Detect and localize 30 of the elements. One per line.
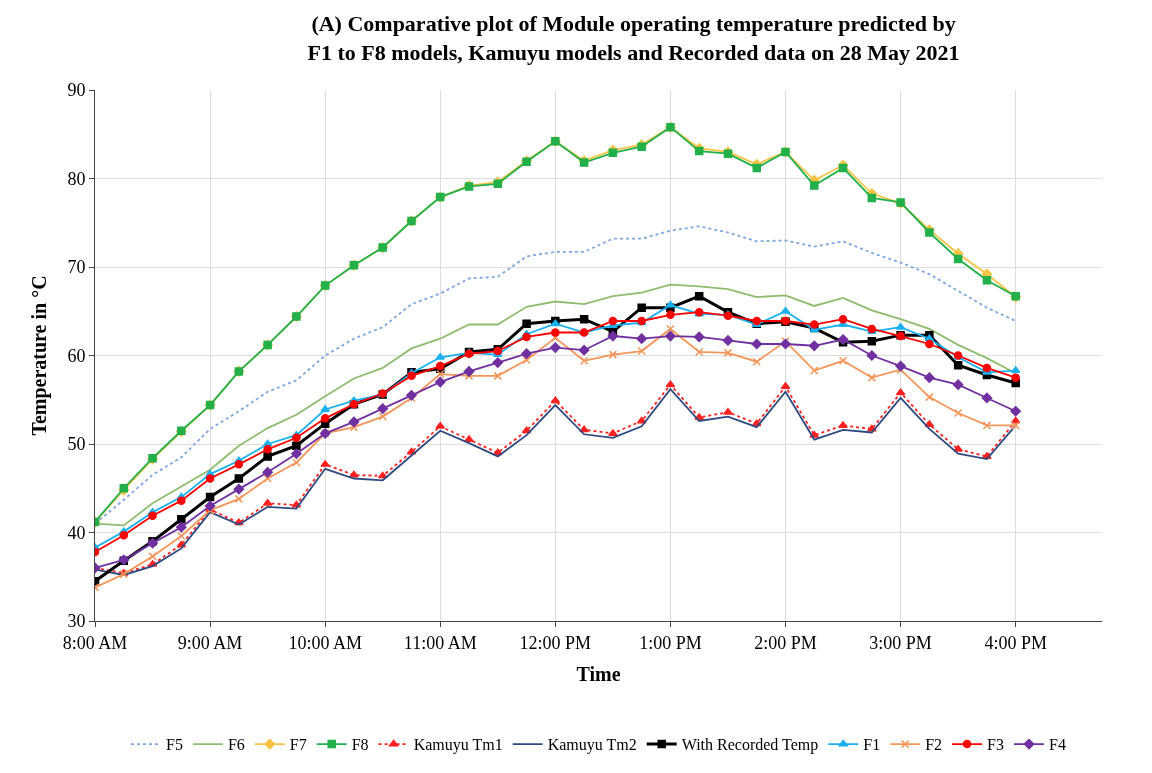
x-tick-label: 10:00 AM: [288, 632, 362, 653]
y-axis-title: Temperature in °C: [27, 275, 51, 436]
chart-title: (A) Comparative plot of Module operating temperature predicted by F1 to F8 models, Kamuyu models and Recorded data on 28 May 2021: [307, 10, 960, 65]
x-tick-label: 8:00 AM: [62, 632, 128, 653]
legend-label: F5: [166, 736, 183, 754]
y-tick-label: 80: [67, 168, 86, 189]
y-tick-label: 30: [67, 611, 86, 632]
x-axis-title: Time: [576, 663, 621, 686]
legend-label: F3: [987, 736, 1004, 754]
legend-label: With Recorded Temp: [681, 736, 819, 755]
legend-label: F1: [863, 736, 881, 754]
legend-label: Kamuyu Tm2: [547, 736, 637, 755]
legend-label: F2: [925, 736, 943, 754]
y-tick-label: 50: [67, 434, 86, 455]
legend-label: F7: [289, 736, 307, 754]
y-tick-label: 40: [67, 522, 86, 543]
x-tick-label: 2:00 PM: [754, 632, 817, 653]
x-tick-label: 3:00 PM: [869, 632, 932, 653]
y-tick-label: 70: [67, 257, 86, 278]
legend-label: F6: [227, 736, 245, 754]
legend-label: Kamuyu Tm1: [413, 736, 503, 755]
x-tick-label: 4:00 PM: [984, 632, 1047, 653]
legend-label: F4: [1048, 736, 1066, 754]
y-tick-label: 90: [67, 80, 86, 101]
x-tick-label: 9:00 AM: [177, 632, 243, 653]
legend-label: F8: [351, 736, 369, 754]
x-tick-label: 1:00 PM: [639, 632, 702, 653]
y-tick-label: 60: [67, 345, 86, 366]
x-tick-label: 12:00 PM: [519, 632, 592, 653]
x-tick-label: 11:00 AM: [403, 632, 477, 653]
